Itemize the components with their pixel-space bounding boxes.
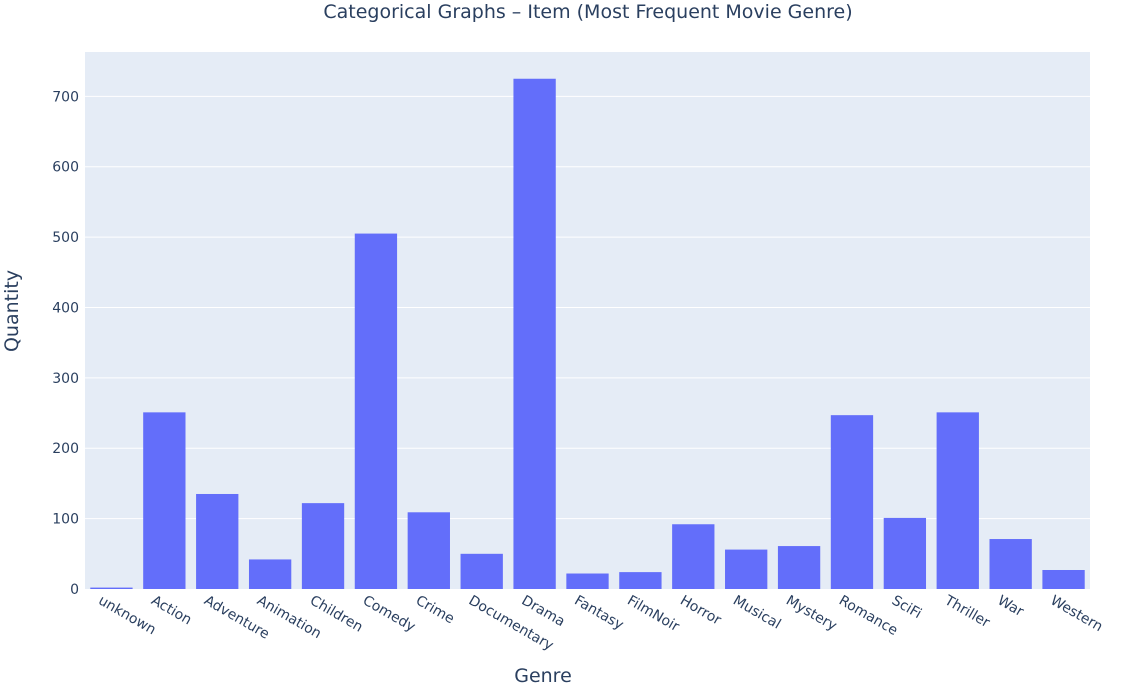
bar[interactable]	[460, 553, 503, 589]
y-tick-label: 600	[52, 160, 79, 176]
bar[interactable]	[248, 559, 292, 589]
y-tick-label: 700	[52, 89, 79, 105]
bar[interactable]	[619, 572, 662, 589]
bar[interactable]	[883, 517, 927, 589]
bar[interactable]	[354, 233, 398, 589]
x-tick-label: Musical	[730, 593, 783, 633]
x-tick-label: SciFi	[889, 593, 924, 623]
gridlines	[85, 95, 1090, 520]
bar[interactable]	[143, 412, 186, 589]
bar[interactable]	[513, 78, 556, 589]
x-tick-label: Mystery	[783, 593, 839, 635]
x-tick-label: FilmNoir	[624, 593, 682, 636]
bars	[90, 78, 1085, 589]
x-tick-label: Comedy	[360, 593, 418, 636]
x-tick-label: Horror	[677, 593, 724, 629]
bar[interactable]	[566, 573, 609, 589]
bar[interactable]	[407, 512, 450, 589]
bar[interactable]	[672, 524, 715, 589]
y-tick-label: 400	[52, 300, 79, 316]
y-tick-label: 300	[52, 371, 79, 387]
x-tick-label: Thriller	[941, 592, 993, 631]
bar[interactable]	[936, 412, 979, 589]
x-tick-label: Western	[1048, 593, 1106, 636]
y-tick-label: 100	[52, 512, 79, 528]
y-tick-label: 200	[52, 441, 79, 457]
x-tick-label: unknown	[95, 593, 158, 639]
bar[interactable]	[196, 493, 239, 589]
bar[interactable]	[301, 503, 345, 589]
plot-area	[85, 52, 1090, 589]
bar[interactable]	[989, 539, 1032, 589]
x-tick-label: War	[995, 593, 1027, 621]
bar[interactable]	[777, 546, 821, 589]
bar[interactable]	[725, 549, 768, 589]
bar[interactable]	[830, 415, 874, 589]
x-axis-title: Genre	[514, 665, 572, 687]
y-axis-ticks: 0 100 200 300 400 500 600 700	[52, 89, 79, 598]
bar[interactable]	[1042, 569, 1085, 589]
x-tick-label: Crime	[413, 593, 457, 628]
x-tick-label: Fantasy	[572, 593, 627, 634]
y-tick-label: 500	[52, 230, 79, 246]
bar[interactable]	[90, 587, 133, 589]
y-axis-title: Quantity	[1, 270, 23, 352]
chart-title: Categorical Graphs – Item (Most Frequent…	[323, 1, 852, 23]
y-tick-label: 0	[70, 582, 79, 598]
x-tick-label: Romance	[836, 593, 900, 639]
